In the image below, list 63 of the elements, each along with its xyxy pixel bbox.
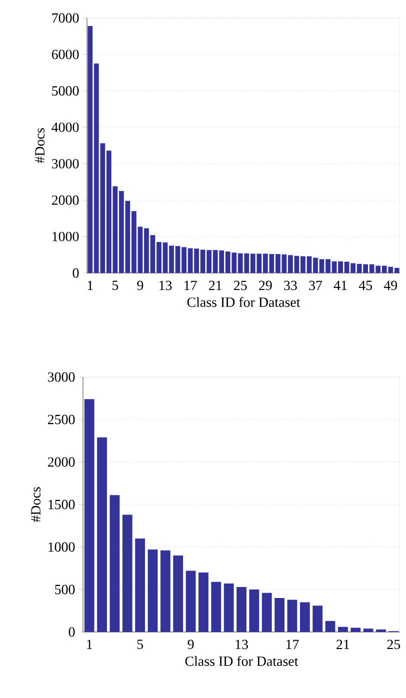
x-tick-label: 21 [208, 280, 222, 290]
bar [287, 600, 298, 632]
x-tick-label: 33 [284, 280, 297, 290]
bar [274, 598, 284, 632]
y-tick-label: 2500 [48, 414, 75, 424]
bar [160, 550, 170, 632]
bar [135, 538, 146, 632]
x-tick-label: 5 [112, 280, 118, 290]
x-tick-label: 17 [184, 280, 197, 290]
bar [249, 590, 260, 632]
y-tick-label: 2000 [52, 195, 79, 205]
bar [211, 582, 222, 632]
x-tick-label: 5 [137, 640, 144, 650]
x-tick-label: 49 [384, 280, 398, 290]
bar [198, 572, 208, 632]
y-axis-title: #Docs [31, 487, 40, 522]
bar [312, 606, 323, 632]
bar [224, 584, 234, 632]
bar [325, 620, 336, 632]
x-axis-title: Class ID for Dataset [187, 296, 300, 307]
x-tick-label: 1 [87, 640, 92, 649]
x-tick-label: 41 [334, 280, 347, 290]
x-tick-label: 9 [137, 280, 144, 290]
y-tick-label: 1000 [52, 232, 79, 242]
x-tick-label: 9 [188, 640, 194, 650]
y-tick-label: 3000 [52, 159, 79, 168]
bar [300, 602, 310, 632]
x-tick-label: 37 [309, 280, 322, 290]
bar [173, 556, 184, 632]
y-tick-label: 1500 [48, 500, 75, 510]
y-tick-label: 5000 [52, 86, 79, 96]
x-tick-label: 21 [336, 640, 350, 650]
x-tick-label: 29 [259, 280, 272, 290]
bar [262, 592, 272, 632]
y-tick-label: 500 [55, 584, 75, 594]
bar [122, 514, 132, 632]
bar [363, 628, 374, 632]
y-tick-label: 3000 [48, 372, 75, 382]
x-tick-label: 45 [358, 280, 372, 290]
bar [84, 399, 94, 632]
x-tick-label: 17 [286, 640, 299, 649]
y-tick-label: 2000 [48, 457, 75, 467]
x-tick-label: 13 [159, 280, 172, 290]
y-tick-label: 0 [68, 627, 75, 637]
bar [350, 628, 361, 632]
bar [338, 626, 348, 632]
x-tick-label: 25 [387, 640, 400, 650]
bar [148, 550, 158, 632]
y-axis-title: #Docs [35, 128, 44, 164]
bar [186, 570, 196, 632]
y-tick-label: 6000 [52, 50, 79, 60]
bar [236, 586, 246, 632]
bar [97, 437, 107, 632]
y-tick-label: 0 [72, 268, 79, 278]
bar [376, 629, 386, 632]
x-tick-label: 13 [236, 640, 248, 650]
y-tick-label: 7000 [52, 13, 79, 23]
bar [110, 495, 120, 632]
x-tick-label: 1 [88, 280, 93, 290]
x-tick-label: 25 [234, 280, 247, 290]
x-axis-title: Class ID for Dataset [185, 656, 298, 666]
y-tick-label: 1000 [48, 542, 75, 552]
y-tick-label: 4000 [52, 122, 79, 132]
